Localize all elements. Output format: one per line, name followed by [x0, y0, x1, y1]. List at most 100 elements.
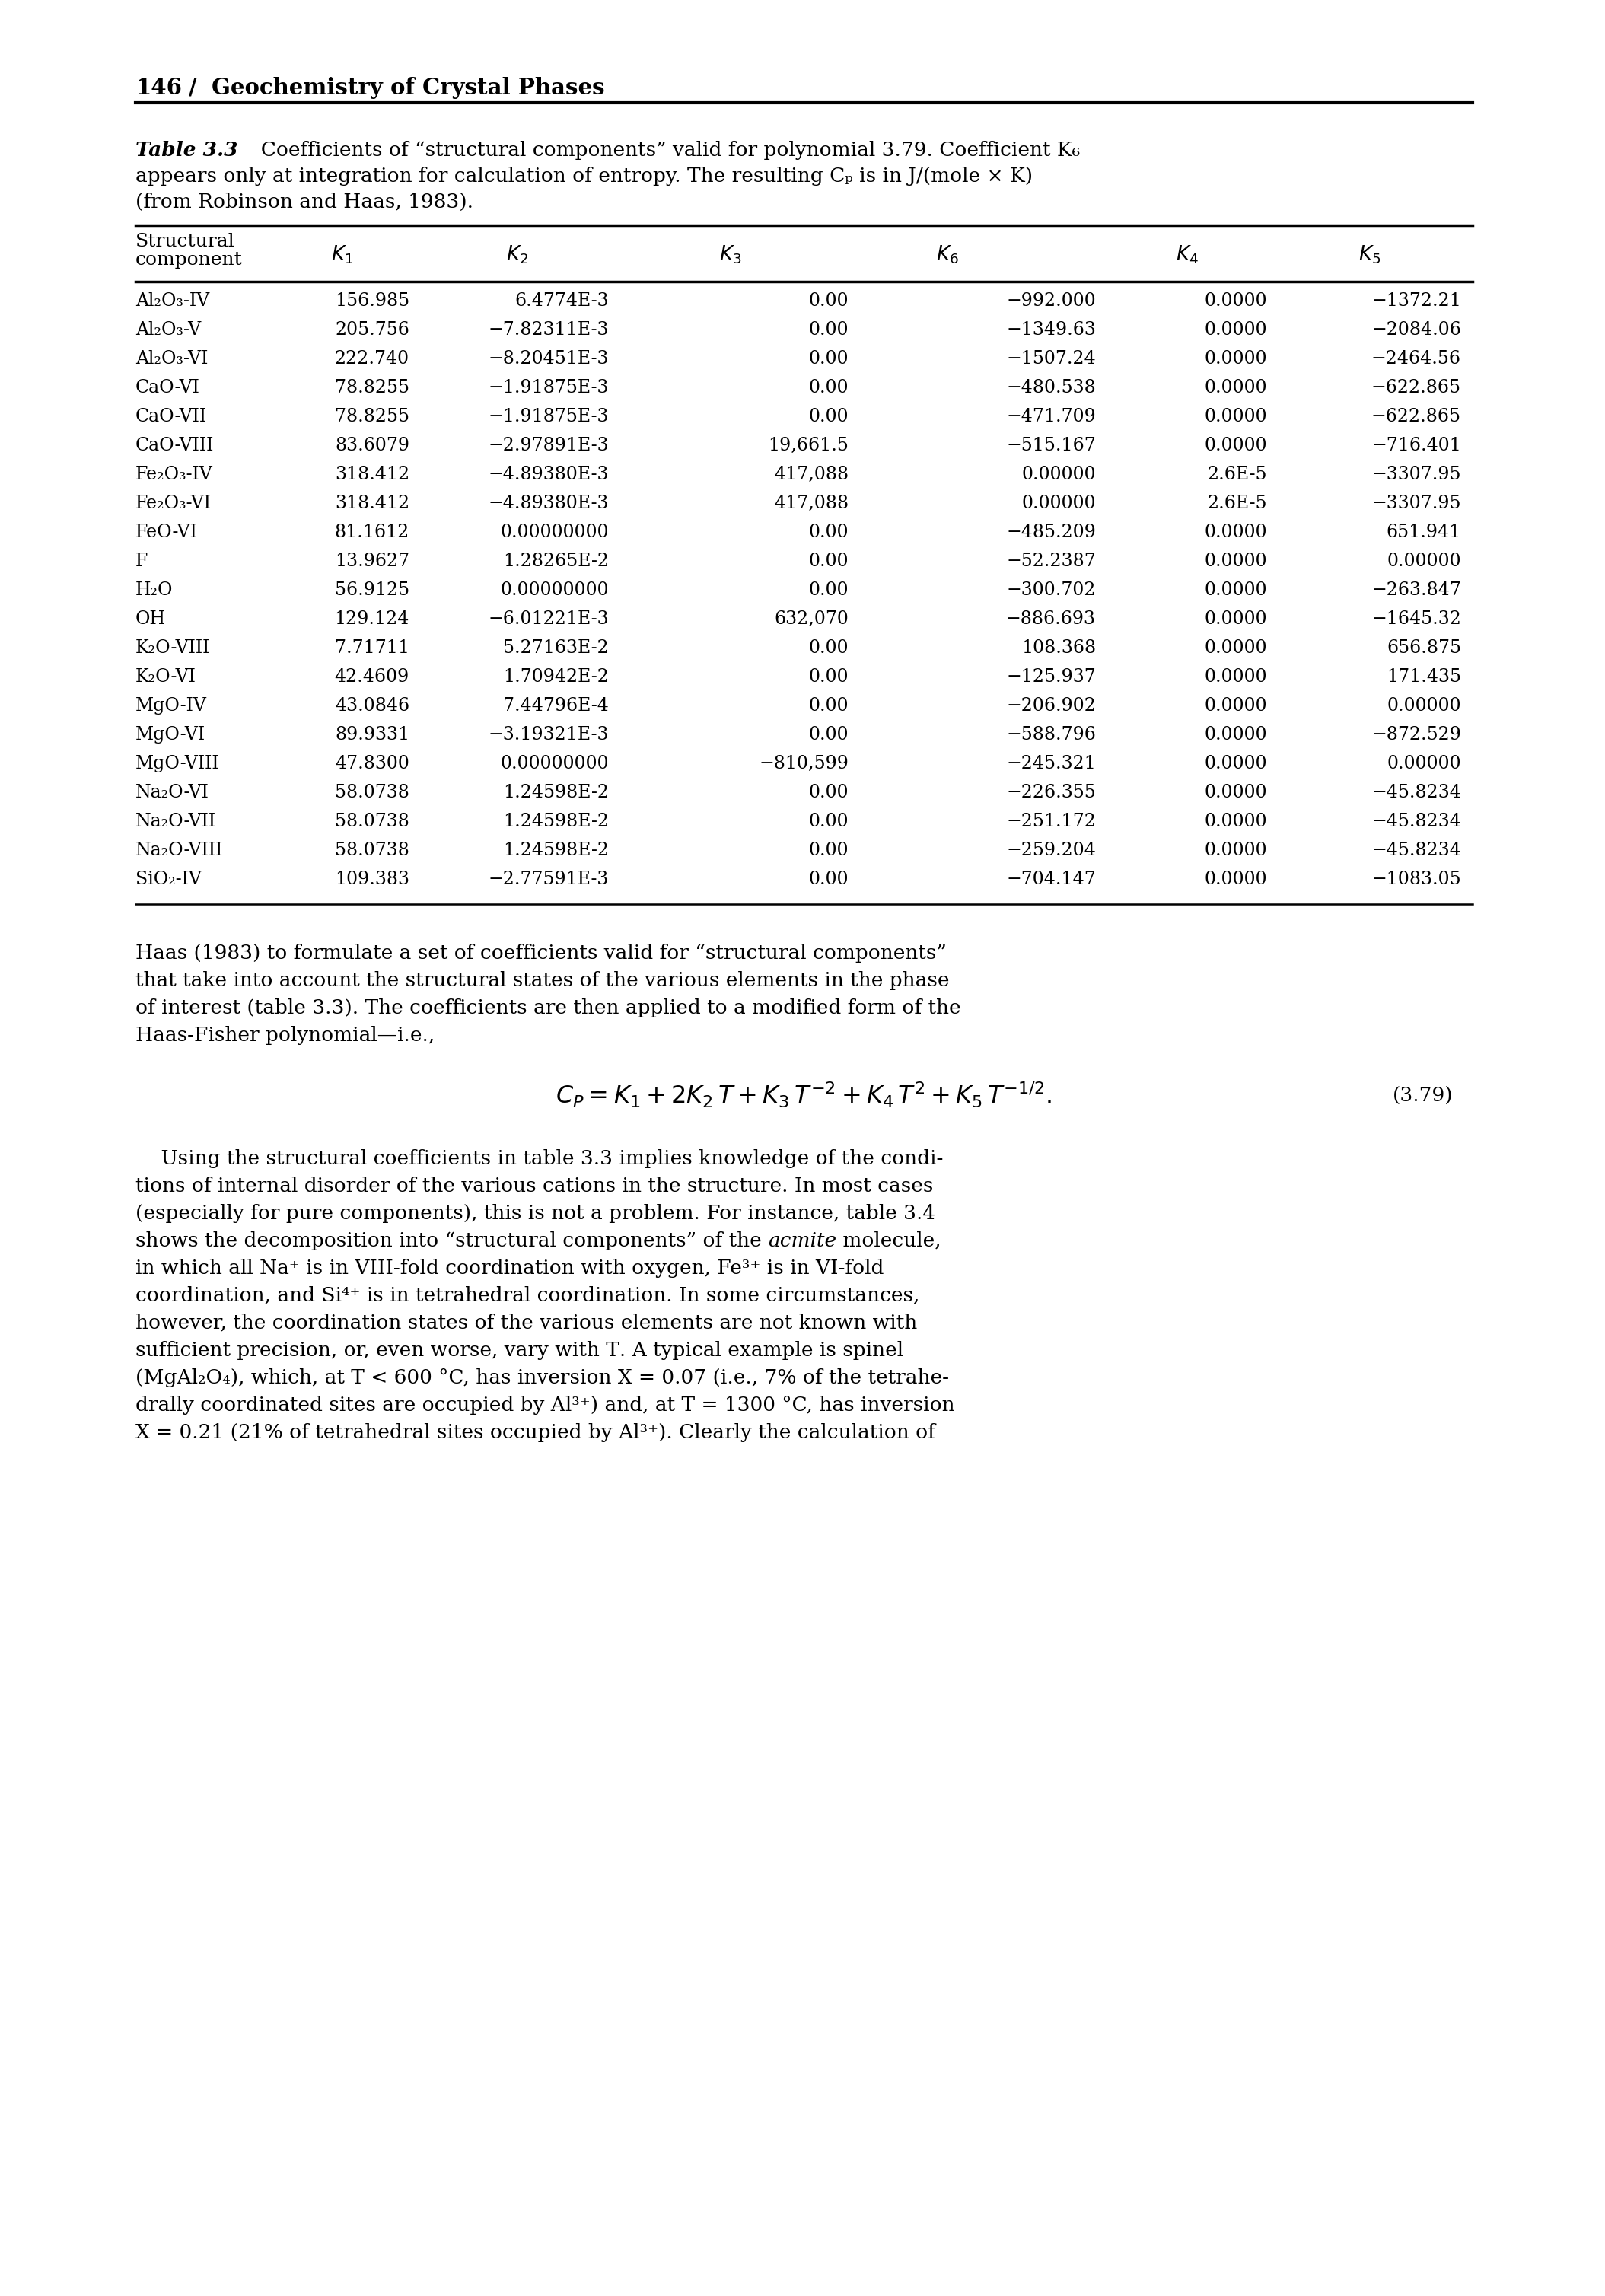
Text: Structural: Structural [135, 232, 234, 250]
Text: 205.756: 205.756 [335, 321, 409, 338]
Text: drally coordinated sites are occupied by Al³⁺) and, at Τ = 1300 °C, has inversio: drally coordinated sites are occupied by… [135, 1396, 955, 1414]
Text: Coefficients of “structural components” valid for polynomial 3.79. Coefficient K: Coefficients of “structural components” … [249, 140, 1080, 161]
Text: −622.865: −622.865 [1371, 409, 1461, 425]
Text: MgO-IV: MgO-IV [135, 698, 207, 714]
Text: F: F [135, 553, 148, 569]
Text: 0.00: 0.00 [809, 581, 849, 599]
Text: 0.00000: 0.00000 [1021, 466, 1096, 482]
Text: (MgAl₂O₄), which, at Τ < 600 °C, has inversion Χ = 0.07 (i.e., 7% of the tetrahe: (MgAl₂O₄), which, at Τ < 600 °C, has inv… [135, 1368, 949, 1387]
Text: Al₂O₃-V: Al₂O₃-V [135, 321, 201, 338]
Text: 632,070: 632,070 [774, 611, 849, 627]
Text: 2.6E-5: 2.6E-5 [1207, 494, 1266, 512]
Text: (3.79): (3.79) [1393, 1086, 1454, 1107]
Text: −1507.24: −1507.24 [1006, 349, 1096, 367]
Text: 43.0846: 43.0846 [335, 698, 409, 714]
Text: 318.412: 318.412 [335, 494, 409, 512]
Text: −300.702: −300.702 [1006, 581, 1096, 599]
Text: 171.435: 171.435 [1387, 668, 1461, 687]
Text: 0.00: 0.00 [809, 409, 849, 425]
Text: 58.0738: 58.0738 [335, 813, 409, 831]
Text: $C_P = K_1 + 2K_2\,T + K_3\,T^{-2} + K_4\,T^2 + K_5\,T^{-1/2}.$: $C_P = K_1 + 2K_2\,T + K_3\,T^{-2} + K_4… [555, 1081, 1053, 1109]
Text: that take into account the structural states of the various elements in the phas: that take into account the structural st… [135, 971, 950, 990]
Text: −704.147: −704.147 [1006, 870, 1096, 889]
Text: 0.0000: 0.0000 [1204, 870, 1266, 889]
Text: SiO₂-IV: SiO₂-IV [135, 870, 202, 889]
Text: 0.00: 0.00 [809, 379, 849, 397]
Text: in which all Na⁺ is in VIII-fold coordination with oxygen, Fe³⁺ is in VI-fold: in which all Na⁺ is in VIII-fold coordin… [135, 1258, 884, 1279]
Text: Al₂O₃-IV: Al₂O₃-IV [135, 292, 209, 310]
Text: −125.937: −125.937 [1006, 668, 1096, 687]
Text: $K_6$: $K_6$ [936, 243, 958, 266]
Text: sufficient precision, or, even worse, vary with Τ. A typical example is spinel: sufficient precision, or, even worse, va… [135, 1341, 904, 1359]
Text: 0.0000: 0.0000 [1204, 698, 1266, 714]
Text: appears only at integration for calculation of entropy. The resulting Cₚ is in J: appears only at integration for calculat… [135, 168, 1032, 186]
Text: 222.740: 222.740 [335, 349, 409, 367]
Text: 0.0000: 0.0000 [1204, 755, 1266, 771]
Text: 0.00: 0.00 [809, 726, 849, 744]
Text: MgO-VI: MgO-VI [135, 726, 205, 744]
Text: 0.0000: 0.0000 [1204, 638, 1266, 657]
Text: coordination, and Si⁴⁺ is in tetrahedral coordination. In some circumstances,: coordination, and Si⁴⁺ is in tetrahedral… [135, 1286, 920, 1304]
Text: Na₂O-VIII: Na₂O-VIII [135, 843, 223, 859]
Text: −810,599: −810,599 [759, 755, 849, 771]
Text: 0.0000: 0.0000 [1204, 726, 1266, 744]
Text: Fe₂O₃-IV: Fe₂O₃-IV [135, 466, 213, 482]
Text: −886.693: −886.693 [1006, 611, 1096, 627]
Text: −6.01221E-3: −6.01221E-3 [488, 611, 608, 627]
Text: MgO-VIII: MgO-VIII [135, 755, 220, 771]
Text: 0.00: 0.00 [809, 698, 849, 714]
Text: $K_2$: $K_2$ [506, 243, 528, 266]
Text: −206.902: −206.902 [1006, 698, 1096, 714]
Text: −622.865: −622.865 [1371, 379, 1461, 397]
Text: 0.0000: 0.0000 [1204, 843, 1266, 859]
Text: 7.44796E-4: 7.44796E-4 [502, 698, 608, 714]
Text: 0.00: 0.00 [809, 553, 849, 569]
Text: −2084.06: −2084.06 [1371, 321, 1461, 338]
Text: −992.000: −992.000 [1006, 292, 1096, 310]
Text: 7.71711: 7.71711 [335, 638, 409, 657]
Text: 146: 146 [135, 76, 181, 99]
Text: −2.97891E-3: −2.97891E-3 [488, 436, 608, 455]
Text: 108.368: 108.368 [1021, 638, 1096, 657]
Text: 1.24598E-2: 1.24598E-2 [502, 843, 608, 859]
Text: −1349.63: −1349.63 [1006, 321, 1096, 338]
Text: −3.19321E-3: −3.19321E-3 [488, 726, 608, 744]
Text: shows the decomposition into “structural components” of the: shows the decomposition into “structural… [135, 1231, 767, 1251]
Text: 318.412: 318.412 [335, 466, 409, 482]
Text: CaO-VII: CaO-VII [135, 409, 207, 425]
Text: −471.709: −471.709 [1006, 409, 1096, 425]
Text: 83.6079: 83.6079 [335, 436, 409, 455]
Text: 56.9125: 56.9125 [335, 581, 409, 599]
Text: K₂O-VIII: K₂O-VIII [135, 638, 210, 657]
Text: Using the structural coefficients in table 3.3 implies knowledge of the condi-: Using the structural coefficients in tab… [135, 1148, 944, 1169]
Text: 0.0000: 0.0000 [1204, 349, 1266, 367]
Text: −1083.05: −1083.05 [1372, 870, 1461, 889]
Text: −259.204: −259.204 [1006, 843, 1096, 859]
Text: FeO-VI: FeO-VI [135, 523, 197, 542]
Text: −588.796: −588.796 [1006, 726, 1096, 744]
Text: Table 3.3: Table 3.3 [135, 140, 238, 161]
Text: 0.0000: 0.0000 [1204, 611, 1266, 627]
Text: of interest (table 3.3). The coefficients are then applied to a modified form of: of interest (table 3.3). The coefficient… [135, 999, 961, 1017]
Text: 0.00: 0.00 [809, 668, 849, 687]
Text: −263.847: −263.847 [1371, 581, 1461, 599]
Text: −226.355: −226.355 [1006, 783, 1096, 801]
Text: 58.0738: 58.0738 [335, 783, 409, 801]
Text: 1.28265E-2: 1.28265E-2 [502, 553, 608, 569]
Text: 0.0000: 0.0000 [1204, 668, 1266, 687]
Text: CaO-VIII: CaO-VIII [135, 436, 213, 455]
Text: 0.00000: 0.00000 [1387, 755, 1461, 771]
Text: 0.00000000: 0.00000000 [501, 523, 608, 542]
Text: 1.24598E-2: 1.24598E-2 [502, 783, 608, 801]
Text: 58.0738: 58.0738 [335, 843, 409, 859]
Text: 0.0000: 0.0000 [1204, 523, 1266, 542]
Text: −45.8234: −45.8234 [1371, 843, 1461, 859]
Text: −2.77591E-3: −2.77591E-3 [488, 870, 608, 889]
Text: −3307.95: −3307.95 [1372, 494, 1461, 512]
Text: $K_3$: $K_3$ [719, 243, 742, 266]
Text: CaO-VI: CaO-VI [135, 379, 201, 397]
Text: Haas (1983) to formulate a set of coefficients valid for “structural components”: Haas (1983) to formulate a set of coeffi… [135, 944, 947, 962]
Text: −45.8234: −45.8234 [1371, 783, 1461, 801]
Text: 156.985: 156.985 [335, 292, 409, 310]
Text: 42.4609: 42.4609 [335, 668, 409, 687]
